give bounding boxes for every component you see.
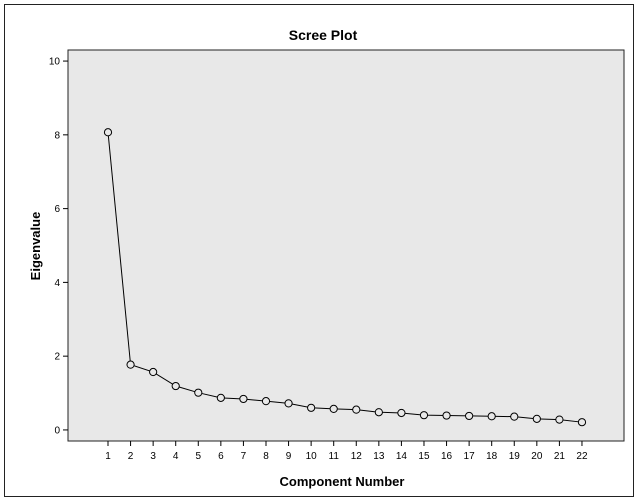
x-tick-label: 1 (105, 451, 111, 462)
y-axis-label: Eigenvalue (28, 212, 43, 281)
data-point (374, 408, 383, 417)
y-tick-label: 0 (54, 425, 60, 436)
data-point (307, 403, 316, 412)
x-tick-label: 6 (218, 451, 224, 462)
data-point (216, 393, 225, 402)
x-tick-label: 15 (418, 451, 430, 462)
data-point (487, 412, 496, 421)
x-tick-label: 17 (464, 451, 476, 462)
data-point (329, 404, 338, 414)
data-point (510, 412, 519, 421)
y-tick-label: 4 (54, 278, 60, 289)
x-tick-label: 11 (329, 451, 340, 462)
y-tick-label: 10 (49, 57, 61, 68)
x-tick-label: 3 (150, 451, 156, 462)
x-tick-label: 21 (554, 451, 566, 462)
data-point (261, 397, 271, 406)
data-point (126, 360, 135, 369)
data-point (103, 128, 113, 137)
x-tick-label: 4 (173, 451, 179, 462)
x-axis-label: Component Number (280, 474, 405, 489)
x-tick-label: 16 (441, 451, 453, 462)
data-point (171, 381, 180, 391)
x-tick-label: 14 (396, 451, 408, 462)
x-tick-label: 22 (576, 451, 588, 462)
x-tick-label: 2 (128, 451, 134, 462)
data-point (284, 399, 293, 408)
x-tick-label: 19 (509, 451, 521, 462)
x-tick-label: 7 (241, 451, 247, 462)
x-axis: 1 2 3 4 5 6 7 8 9 10 11 12 13 14 15 16 17 18 19 20 21 22 (105, 441, 588, 462)
x-tick-label: 8 (263, 451, 269, 462)
x-tick-label: 10 (306, 451, 318, 462)
data-point (352, 405, 361, 414)
y-tick-label: 8 (54, 130, 60, 141)
y-tick-label: 2 (54, 352, 60, 363)
plot-area (67, 49, 625, 442)
data-point (532, 414, 541, 423)
y-tick-label: 6 (54, 204, 60, 215)
x-tick-label: 5 (195, 451, 201, 462)
data-point (419, 411, 429, 420)
data-point (555, 415, 564, 424)
data-point (577, 418, 587, 427)
chart-title: Scree Plot (289, 27, 358, 43)
y-axis: 0 2 4 6 8 10 (49, 57, 68, 436)
data-point (442, 411, 451, 420)
data-point (149, 367, 158, 377)
x-tick-label: 13 (373, 451, 385, 462)
data-point (194, 388, 203, 397)
x-tick-label: 20 (531, 451, 543, 462)
x-tick-label: 9 (286, 451, 292, 462)
data-point (465, 411, 474, 421)
data-point (239, 394, 248, 404)
eigenvalue-series (103, 128, 587, 427)
x-tick-label: 12 (351, 451, 363, 462)
series-line (107, 132, 583, 423)
x-tick-label: 18 (486, 451, 498, 462)
data-point (397, 408, 406, 418)
